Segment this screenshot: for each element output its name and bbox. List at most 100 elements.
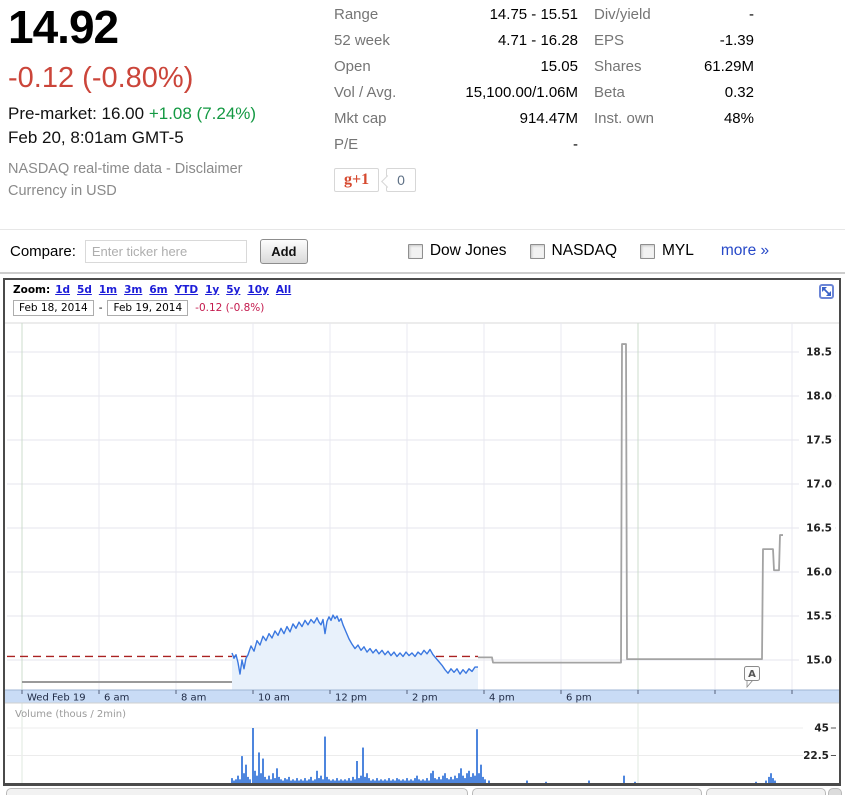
svg-text:17.5: 17.5 [806, 435, 832, 447]
stat-label: Range [334, 5, 379, 23]
stats-column-right: Div/yield - EPS -1.39 Shares 61.29M Beta 0.32 In… [594, 1, 754, 157]
stat-label: Open [334, 57, 371, 75]
price-chart[interactable]: 18.5 18.0 17.5 17.0 16.5 16.0 15.5 15.0 A Wed Feb… [5, 280, 839, 784]
stat-value: 61.29M [703, 57, 754, 75]
range-change-value: -0.12 (-0.8%) [195, 302, 265, 314]
date-range-row: Feb 18, 2014 - Feb 19, 2014 -0.12 (-0.8%… [13, 300, 264, 316]
stat-row-left: 52 week 4.71 - 16.28 [334, 27, 578, 53]
zoom-range-6m[interactable]: 6m [149, 284, 168, 296]
svg-text:8 am: 8 am [181, 693, 206, 704]
price-change: -0.12 (-0.80%) [8, 62, 194, 94]
zoom-range-3m[interactable]: 3m [124, 284, 143, 296]
svg-text:4 pm: 4 pm [489, 693, 515, 704]
svg-text:2 pm: 2 pm [412, 693, 438, 704]
stat-label: Div/yield [594, 5, 651, 23]
stat-label: EPS [594, 31, 625, 49]
stat-row-right: Beta 0.32 [594, 79, 754, 105]
compare-label: Compare: [10, 242, 76, 260]
stat-row-left: Open 15.05 [334, 53, 578, 79]
expand-chart-button[interactable] [819, 284, 834, 299]
zoom-range-all[interactable]: All [275, 284, 292, 296]
plusone-button[interactable]: g+1 [334, 168, 380, 192]
svg-text:Wed Feb 19: Wed Feb 19 [27, 693, 86, 704]
checkbox-label: NASDAQ [551, 242, 618, 259]
svg-text:18.5: 18.5 [806, 347, 832, 359]
stat-value: 15.05 [540, 57, 578, 75]
zoom-label: Zoom: [13, 284, 51, 296]
svg-text:15.5: 15.5 [806, 611, 832, 623]
svg-text:15.0: 15.0 [806, 655, 832, 667]
stat-label: P/E [334, 135, 359, 153]
resize-diagonal-icon [822, 287, 831, 296]
stat-label: Shares [594, 57, 642, 75]
zoom-range-ytd[interactable]: YTD [174, 284, 199, 296]
stat-value: 914.47M [519, 109, 578, 127]
time-slider-segment[interactable] [6, 788, 468, 795]
stat-row-right: Inst. own 48% [594, 105, 754, 131]
zoom-controls: Zoom: 1d 5d 1m 3m 6m YTD 1y 5y 10y All [13, 284, 298, 296]
chart-module: Zoom: 1d 5d 1m 3m 6m YTD 1y 5y 10y All Feb 18, 201… [3, 278, 841, 786]
stat-value: - [749, 5, 754, 23]
checkbox-icon [407, 243, 423, 259]
stat-label: 52 week [334, 31, 390, 49]
date-from-input[interactable]: Feb 18, 2014 [13, 300, 94, 316]
svg-text:16.0: 16.0 [806, 567, 832, 579]
compare-more-link[interactable]: more » [720, 242, 770, 259]
stat-row-left: P/E - [334, 131, 578, 157]
stat-label: Vol / Avg. [334, 83, 397, 101]
stat-value: -1.39 [719, 31, 754, 49]
time-slider-segment[interactable] [706, 788, 826, 795]
stat-value: 0.32 [724, 83, 754, 101]
stat-value: - [573, 135, 578, 153]
plusone-widget: g+1 0 [334, 168, 416, 192]
zoom-range-5y[interactable]: 5y [226, 284, 241, 296]
svg-text:6 pm: 6 pm [566, 693, 592, 704]
quote-timestamp: Feb 20, 8:01am GMT-5 [8, 128, 184, 147]
time-slider-segment[interactable] [472, 788, 702, 795]
currency-note: Currency in USD [8, 183, 117, 199]
stat-row-left: Mkt cap 914.47M [334, 105, 578, 131]
zoom-range-1y[interactable]: 1y [205, 284, 220, 296]
checkbox-icon [529, 243, 545, 259]
svg-text:10 am: 10 am [258, 693, 290, 704]
stats-column-left: Range 14.75 - 15.51 52 week 4.71 - 16.28 Ope… [334, 1, 578, 157]
compare-checkbox-nasdaq[interactable]: NASDAQ [529, 242, 618, 260]
compare-bar: Compare: Add Dow Jones NASDAQ MYL more » [0, 229, 845, 274]
date-to-input[interactable]: Feb 19, 2014 [107, 300, 189, 316]
svg-text:Volume (thous / 2min): Volume (thous / 2min) [15, 709, 126, 720]
svg-text:6 am: 6 am [104, 693, 129, 704]
checkbox-label: MYL [662, 242, 694, 259]
svg-text:17.0: 17.0 [806, 479, 832, 491]
compare-checkbox-myl[interactable]: MYL [640, 242, 694, 260]
zoom-range-10y[interactable]: 10y [247, 284, 269, 296]
stat-row-left: Range 14.75 - 15.51 [334, 1, 578, 27]
date-range-separator: - [98, 302, 103, 314]
add-ticker-button[interactable]: Add [259, 238, 308, 264]
stat-row-right: Div/yield - [594, 1, 754, 27]
compare-checkbox-group: Dow Jones NASDAQ MYL [407, 242, 694, 260]
svg-text:A: A [748, 669, 756, 680]
svg-text:18.0: 18.0 [806, 391, 832, 403]
plusone-count-bubble[interactable]: 0 [386, 168, 416, 192]
stat-value: 15,100.00/1.06M [465, 83, 578, 101]
ticker-input[interactable] [84, 239, 247, 263]
compare-checkbox-dow-jones[interactable]: Dow Jones [407, 242, 507, 260]
zoom-range-1d[interactable]: 1d [55, 284, 71, 296]
current-price: 14.92 [8, 1, 119, 53]
premarket-price: 16.00 [101, 104, 145, 123]
svg-text:12 pm: 12 pm [335, 693, 367, 704]
stats-table: Range 14.75 - 15.51 52 week 4.71 - 16.28 Ope… [334, 1, 754, 157]
stat-value: 48% [723, 109, 754, 127]
stat-label: Inst. own [594, 109, 655, 127]
time-slider-handle[interactable] [828, 788, 842, 795]
stat-row-right: Shares 61.29M [594, 53, 754, 79]
premarket-change: +1.08 (7.24%) [148, 104, 257, 123]
zoom-range-5d[interactable]: 5d [77, 284, 92, 296]
stat-value: 4.71 - 16.28 [497, 31, 578, 49]
svg-text:16.5: 16.5 [806, 523, 832, 535]
svg-text:45: 45 [814, 723, 829, 735]
data-source-note: NASDAQ real-time data - Disclaimer [8, 161, 243, 177]
checkbox-label: Dow Jones [429, 242, 507, 259]
zoom-range-1m[interactable]: 1m [98, 284, 118, 296]
stat-row-right: EPS -1.39 [594, 27, 754, 53]
